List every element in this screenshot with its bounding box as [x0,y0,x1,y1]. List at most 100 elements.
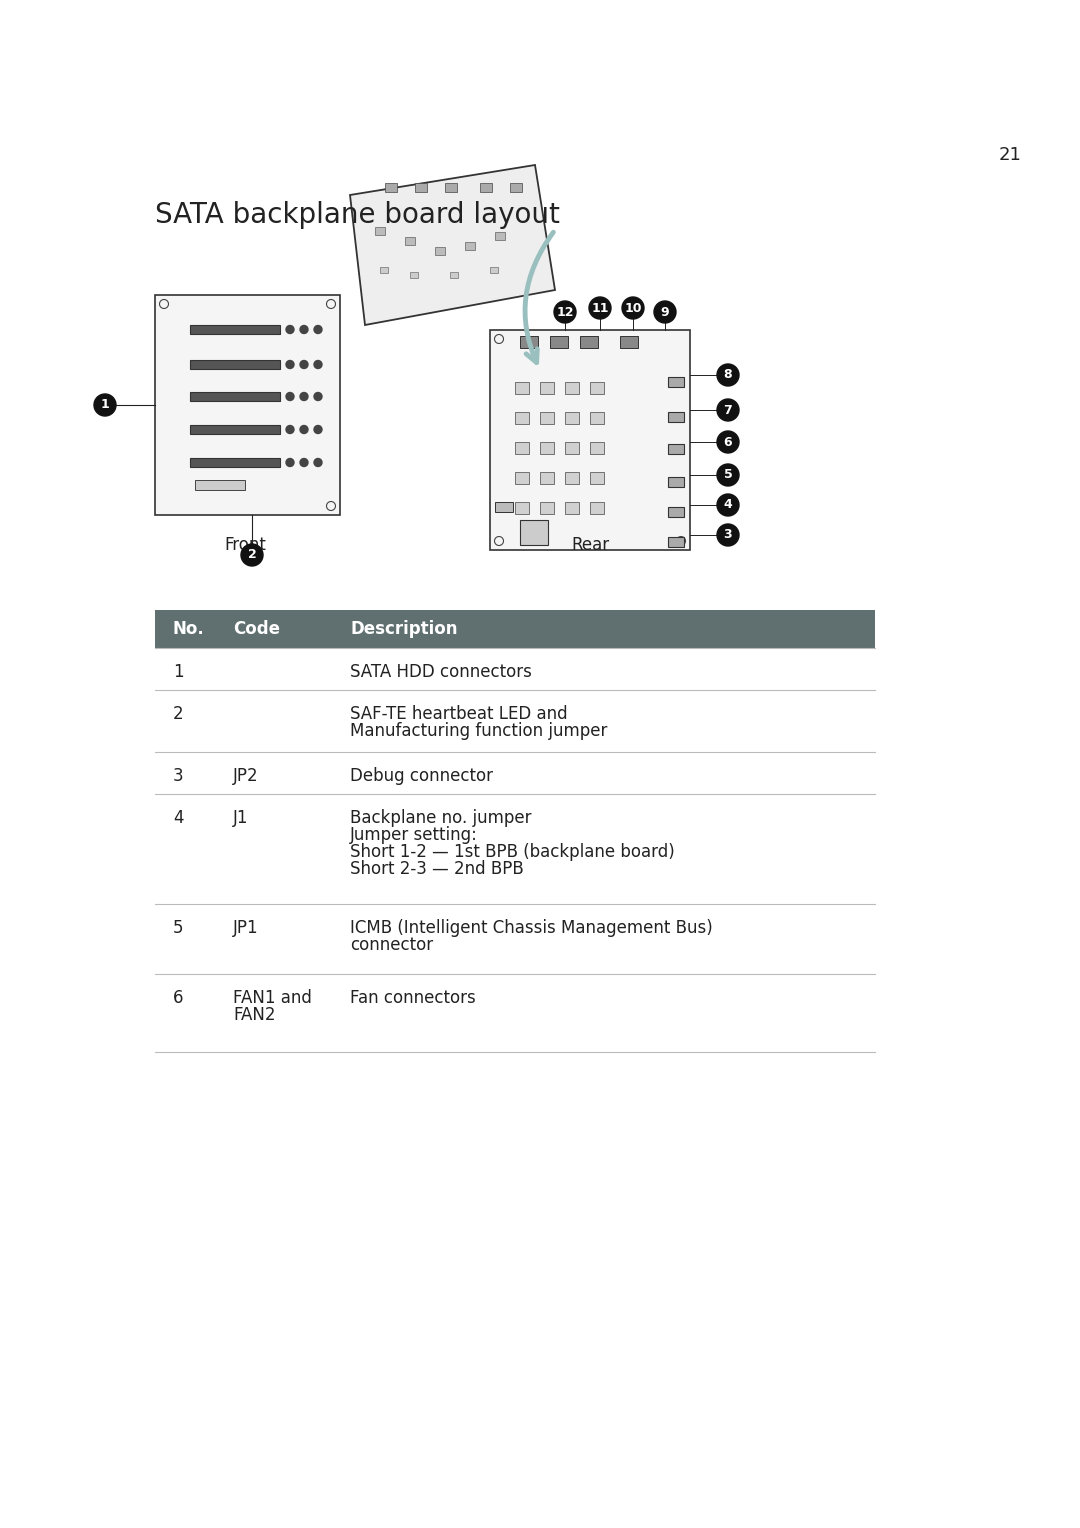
Bar [565,503,579,513]
Bar [515,503,529,513]
Bar [375,228,384,235]
Circle shape [241,544,264,565]
Text: 3: 3 [173,767,184,785]
Text: Fan connectors: Fan connectors [350,989,476,1007]
Circle shape [717,524,739,545]
Text: SAF-TE heartbeat LED and: SAF-TE heartbeat LED and [350,704,568,723]
Text: connector: connector [350,937,433,953]
Circle shape [94,394,116,416]
Text: SATA HDD connectors: SATA HDD connectors [350,663,531,681]
Bar [540,382,554,394]
Bar [384,183,397,193]
Bar [669,445,684,454]
Circle shape [314,393,322,400]
Bar [415,183,427,193]
Text: 4: 4 [724,498,732,512]
Bar [540,472,554,484]
Text: 2: 2 [247,549,256,561]
Text: 2: 2 [173,704,184,723]
Bar [515,413,529,423]
Text: No.: No. [173,620,205,639]
Bar [450,272,458,278]
Text: 11: 11 [591,301,609,315]
Text: Short 1-2 — 1st BPB (backplane board): Short 1-2 — 1st BPB (backplane board) [350,843,675,860]
Circle shape [286,458,294,466]
Text: 6: 6 [724,435,732,449]
Bar [669,377,684,387]
Bar [156,610,875,648]
Text: 8: 8 [724,368,732,382]
Text: Short 2-3 — 2nd BPB: Short 2-3 — 2nd BPB [350,860,524,879]
Text: Debug connector: Debug connector [350,767,492,785]
Bar [510,183,522,193]
Text: Backplane no. jumper: Backplane no. jumper [350,808,531,827]
Bar [495,503,513,512]
Bar [669,477,684,487]
Text: 10: 10 [624,301,642,315]
Text: Code: Code [233,620,280,639]
Text: 4: 4 [173,808,184,827]
Bar [669,413,684,422]
Bar [515,472,529,484]
Bar [380,267,388,274]
Text: Manufacturing function jumper: Manufacturing function jumper [350,723,607,740]
Circle shape [717,399,739,422]
Text: 5: 5 [173,918,184,937]
Text: Rear: Rear [571,536,609,555]
Bar [519,336,538,348]
Bar [590,382,604,394]
Bar [195,480,245,490]
Circle shape [314,361,322,368]
Bar [540,413,554,423]
Bar [515,382,529,394]
Text: Front: Front [224,536,266,555]
Circle shape [589,296,611,319]
Bar [445,183,457,193]
Bar [669,536,684,547]
Text: 1: 1 [100,399,109,411]
Circle shape [717,431,739,452]
Bar [590,442,604,454]
Bar [590,503,604,513]
Polygon shape [350,165,555,325]
Circle shape [314,458,322,466]
Bar [190,325,280,335]
Bar [669,507,684,516]
Bar [490,330,690,550]
Text: Description: Description [350,620,458,639]
Text: FAN2: FAN2 [233,1005,275,1024]
Text: FAN1 and: FAN1 and [233,989,312,1007]
Bar [565,472,579,484]
Text: 21: 21 [999,147,1022,163]
Bar [190,393,280,400]
Bar [620,336,638,348]
Circle shape [717,494,739,516]
Circle shape [300,458,308,466]
Bar [490,267,498,274]
Circle shape [622,296,644,319]
Bar [590,413,604,423]
Text: JP1: JP1 [233,918,258,937]
Circle shape [717,465,739,486]
Circle shape [286,393,294,400]
Text: 9: 9 [661,306,670,318]
Text: 1: 1 [173,663,184,681]
Text: 6: 6 [173,989,184,1007]
Bar [410,272,418,278]
Bar [495,232,505,240]
Bar [435,248,445,255]
Circle shape [286,361,294,368]
Bar [565,382,579,394]
Bar [565,442,579,454]
Circle shape [314,325,322,333]
Circle shape [554,301,576,322]
Bar [519,520,548,545]
Bar [190,458,280,468]
Bar [480,183,492,193]
Bar [190,425,280,434]
Text: 5: 5 [724,469,732,481]
Bar [580,336,598,348]
Text: Jumper setting:: Jumper setting: [350,827,477,843]
Text: SATA backplane board layout: SATA backplane board layout [156,202,559,229]
Circle shape [300,361,308,368]
